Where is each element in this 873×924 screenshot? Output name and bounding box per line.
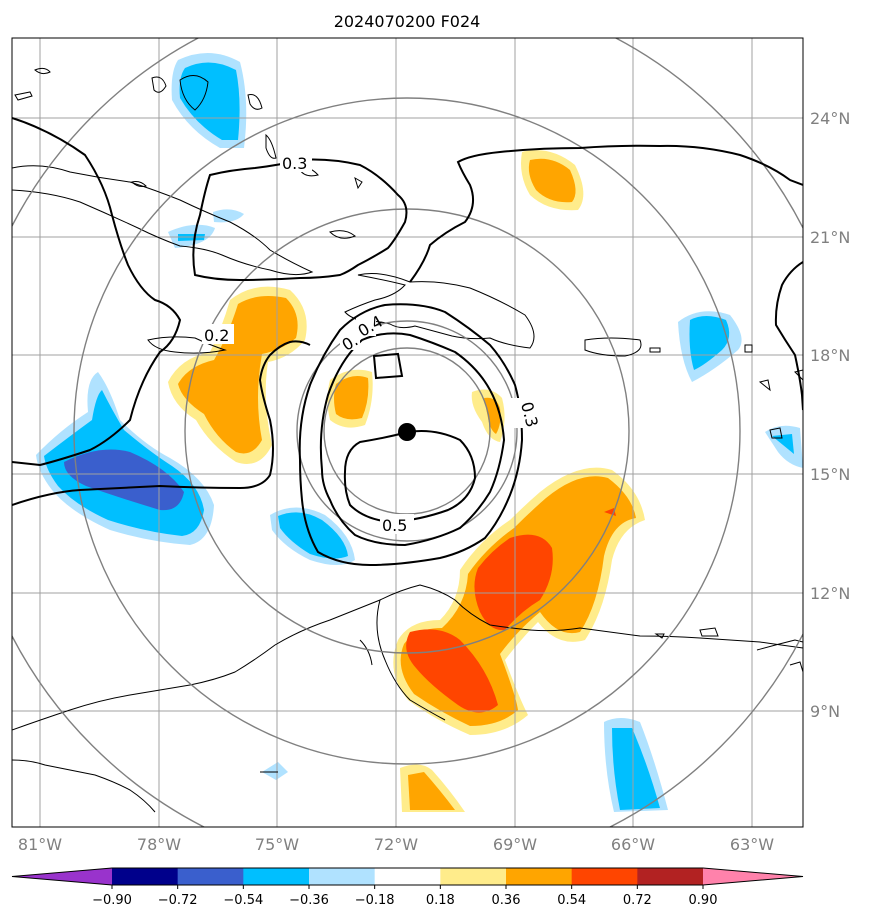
contour-label: 0.2: [204, 326, 229, 345]
colorbar-segment: [571, 868, 638, 885]
colorbar-tick-label: 0.72: [623, 893, 652, 908]
longitude-labels: 81°W 78°W 75°W 72°W 69°W 66°W 63°W: [18, 835, 774, 854]
colorbar-tick-label: 0.18: [426, 893, 455, 908]
coastlines: [12, 67, 803, 813]
colorbar-segment: [112, 868, 179, 885]
colorbar-tick-label: −0.18: [355, 893, 395, 908]
storm-center-marker: [398, 423, 416, 441]
colorbar-tick-label: −0.90: [92, 893, 132, 908]
contour-lines: [12, 117, 803, 567]
contour-label: 0.3: [282, 154, 307, 173]
colorbar-segment: [177, 868, 244, 885]
contour-label: 0.5: [382, 516, 407, 535]
colorbar-segment: [374, 868, 441, 885]
colorbar-segment: [637, 868, 704, 885]
figure-title: 2024070200 F024: [334, 12, 481, 31]
colorbar-segment: [243, 868, 310, 885]
map-panel: 0.3 0.2 0.3 0. 0.4 0.5: [12, 38, 803, 827]
colorbar-extend-low: [12, 868, 112, 885]
colorbar-segment: [506, 868, 573, 885]
lon-tick-label: 66°W: [611, 835, 655, 854]
lat-tick-label: 15°N: [810, 465, 850, 484]
colorbar-tick-label: 0.90: [689, 893, 718, 908]
lat-tick-label: 24°N: [810, 109, 850, 128]
lat-tick-label: 18°N: [810, 346, 850, 365]
colorbar-tick-label: 0.54: [557, 893, 586, 908]
map-frame: [11, 37, 804, 828]
lon-tick-label: 72°W: [374, 835, 418, 854]
lon-tick-label: 63°W: [730, 835, 774, 854]
colorbar-tick-label: −0.72: [158, 893, 198, 908]
latitude-labels: 24°N 21°N 18°N 15°N 12°N 9°N: [810, 109, 850, 721]
lat-tick-label: 9°N: [810, 702, 840, 721]
lon-tick-label: 81°W: [18, 835, 62, 854]
colorbar-tick-label: −0.36: [289, 893, 329, 908]
colorbar-segment: [440, 868, 507, 885]
lon-tick-label: 69°W: [493, 835, 537, 854]
lat-tick-label: 21°N: [810, 228, 850, 247]
colorbar-extend-high: [703, 868, 803, 885]
lon-tick-label: 78°W: [137, 835, 181, 854]
colorbar-segment: [309, 868, 376, 885]
lat-tick-label: 12°N: [810, 584, 850, 603]
colorbar-tick-label: −0.54: [223, 893, 263, 908]
graticule: [12, 38, 803, 827]
colorbar-tick-label: 0.36: [492, 893, 521, 908]
lon-tick-label: 75°W: [255, 835, 299, 854]
anomaly-shading: [36, 52, 803, 812]
colorbar: −0.90 −0.72 −0.54 −0.36 −0.18 0.18 0.36 0.54 0.7…: [11, 867, 804, 908]
